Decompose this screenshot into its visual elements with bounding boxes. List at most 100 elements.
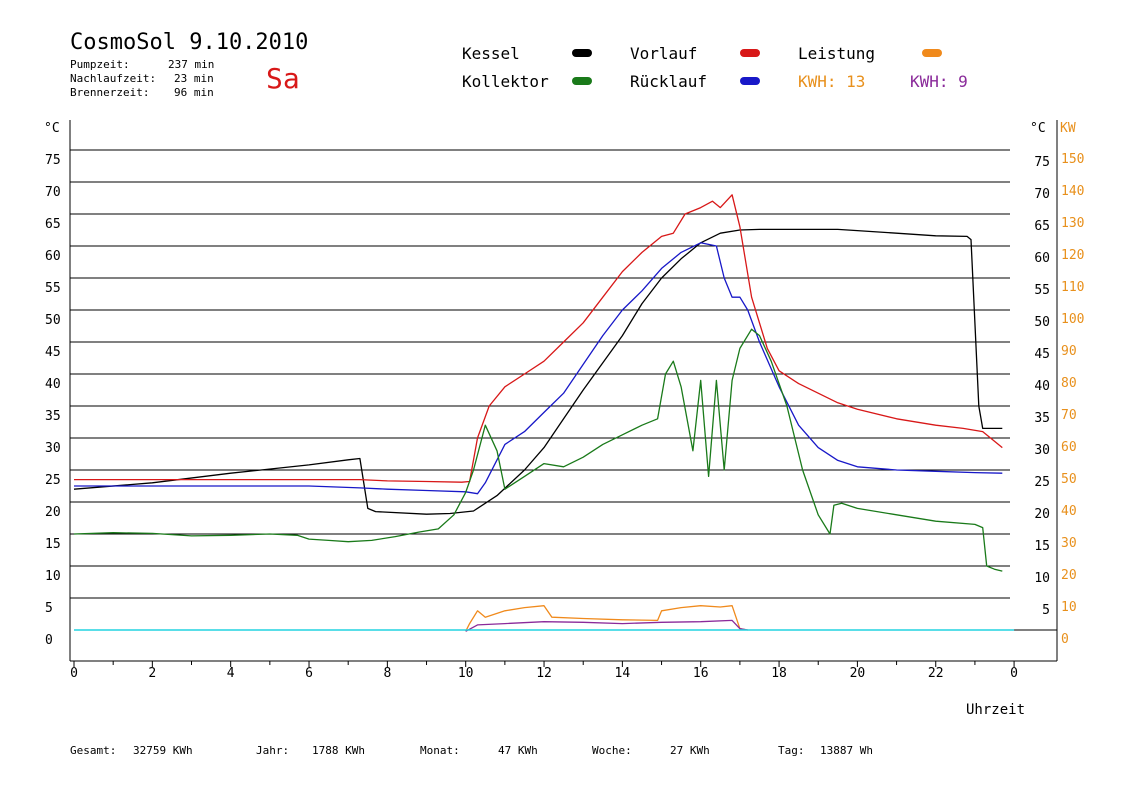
legend-kwh-orange: KWH: 13	[798, 72, 866, 91]
legend-kollektor-swatch	[572, 77, 592, 85]
footer-jahr-value: 1788 KWh	[312, 744, 365, 757]
x-tick-label: 6	[305, 666, 313, 681]
y-tick-label-right: 25	[1034, 475, 1050, 490]
y-tick-label-left: 0	[45, 633, 53, 648]
legend-kessel-swatch	[572, 49, 592, 57]
y-axis-unit-power: KW	[1060, 121, 1076, 136]
x-tick-label: 0	[70, 666, 78, 681]
stat-nachlaufzeit: Nachlaufzeit: 23 min	[70, 72, 214, 85]
y-tick-label-left: 75	[45, 153, 61, 168]
stat-pumpzeit: Pumpzeit: 237 min	[70, 58, 214, 71]
y-tick-label-left: 65	[45, 217, 61, 232]
stat-label: Brennerzeit:	[70, 86, 150, 99]
y-tick-label-power: 100	[1061, 312, 1084, 327]
stat-label: Nachlaufzeit:	[70, 72, 157, 85]
series-line-kollektor	[73, 328, 1003, 572]
axes: 0510152025303540455055606570755101520253…	[45, 120, 1084, 681]
y-tick-label-right: 40	[1034, 379, 1050, 394]
legend-leistung-label: Leistung	[798, 44, 876, 63]
stat-value: 23 min	[174, 72, 214, 85]
y-tick-label-right: 5	[1042, 603, 1050, 618]
footer-tag-label: Tag:	[778, 744, 805, 757]
footer-tag-value: 13887 Wh	[820, 744, 873, 757]
x-tick-label: 4	[227, 666, 235, 681]
series-layer	[73, 194, 1015, 632]
stat-value: 96 min	[174, 86, 214, 99]
y-tick-label-power: 40	[1061, 504, 1077, 519]
y-tick-label-right: 55	[1034, 283, 1050, 298]
grid-lines	[70, 149, 1057, 631]
legend-vorlauf-label: Vorlauf	[630, 44, 698, 63]
y-tick-label-left: 20	[45, 505, 61, 520]
series-line-leistung	[465, 605, 748, 632]
y-tick-label-power: 50	[1061, 472, 1077, 487]
y-tick-label-power: 60	[1061, 440, 1077, 455]
y-axis-unit-right: °C	[1030, 121, 1046, 136]
stat-value: 237 min	[168, 58, 215, 71]
footer-jahr-label: Jahr:	[256, 744, 290, 757]
footer-monat-label: Monat:	[420, 744, 460, 757]
y-tick-label-right: 50	[1034, 315, 1050, 330]
y-tick-label-power: 0	[1061, 632, 1069, 647]
x-tick-label: 2	[148, 666, 156, 681]
x-tick-label: 22	[928, 666, 944, 681]
y-tick-label-power: 130	[1061, 216, 1084, 231]
y-tick-label-power: 150	[1061, 152, 1084, 167]
legend-vorlauf-swatch	[740, 49, 760, 57]
y-tick-label-power: 140	[1061, 184, 1084, 199]
y-tick-label-left: 60	[45, 249, 61, 264]
series-line-vorlauf	[74, 194, 1003, 483]
y-tick-label-right: 45	[1034, 347, 1050, 362]
y-tick-label-left: 15	[45, 537, 61, 552]
footer-gesamt-label: Gesamt:	[70, 744, 117, 757]
x-tick-label: 0	[1010, 666, 1018, 681]
legend-leistung-swatch	[922, 49, 942, 57]
y-tick-label-left: 5	[45, 601, 53, 616]
y-tick-label-power: 10	[1061, 600, 1077, 615]
x-tick-label: 20	[850, 666, 866, 681]
y-tick-label-left: 40	[45, 377, 61, 392]
y-tick-label-power: 120	[1061, 248, 1084, 263]
x-tick-label: 16	[693, 666, 709, 681]
weekday-label: Sa	[266, 62, 300, 95]
y-tick-label-right: 20	[1034, 507, 1050, 522]
y-tick-label-left: 55	[45, 281, 61, 296]
x-tick-label: 8	[383, 666, 391, 681]
y-tick-label-left: 35	[45, 409, 61, 424]
x-axis-label: Uhrzeit	[966, 702, 1025, 718]
x-tick-label: 10	[458, 666, 474, 681]
series-line-r-cklauf	[74, 242, 1003, 495]
y-tick-label-right: 60	[1034, 251, 1050, 266]
y-tick-label-right: 65	[1034, 219, 1050, 234]
stat-brennerzeit: Brennerzeit: 96 min	[70, 86, 214, 99]
series-line-kessel	[73, 228, 1003, 515]
footer-woche-value: 27 KWh	[670, 744, 710, 757]
y-tick-label-right: 35	[1034, 411, 1050, 426]
y-tick-label-right: 10	[1034, 571, 1050, 586]
x-tick-label: 18	[771, 666, 787, 681]
series-line-kwh-purple	[465, 619, 748, 632]
y-tick-label-power: 80	[1061, 376, 1077, 391]
y-tick-label-left: 45	[45, 345, 61, 360]
y-tick-label-right: 75	[1034, 155, 1050, 170]
y-tick-label-left: 50	[45, 313, 61, 328]
legend-kessel-label: Kessel	[462, 44, 520, 63]
y-tick-label-power: 20	[1061, 568, 1077, 583]
footer-monat-value: 47 KWh	[498, 744, 538, 757]
y-tick-label-left: 10	[45, 569, 61, 584]
y-tick-label-power: 110	[1061, 280, 1084, 295]
x-tick-label: 12	[536, 666, 552, 681]
y-tick-label-right: 30	[1034, 443, 1050, 458]
legend-ruecklauf-swatch	[740, 77, 760, 85]
x-tick-label: 14	[615, 666, 631, 681]
chart-title: CosmoSol 9.10.2010	[70, 30, 309, 55]
footer-gesamt-value: 32759 KWh	[133, 744, 193, 757]
legend-kwh-purple: KWH: 9	[910, 72, 968, 91]
legend-kollektor-label: Kollektor	[462, 72, 549, 91]
y-tick-label-power: 70	[1061, 408, 1077, 423]
y-tick-label-left: 25	[45, 473, 61, 488]
y-tick-label-left: 30	[45, 441, 61, 456]
y-axis-unit-left: °C	[44, 121, 60, 136]
footer-woche-label: Woche:	[592, 744, 632, 757]
